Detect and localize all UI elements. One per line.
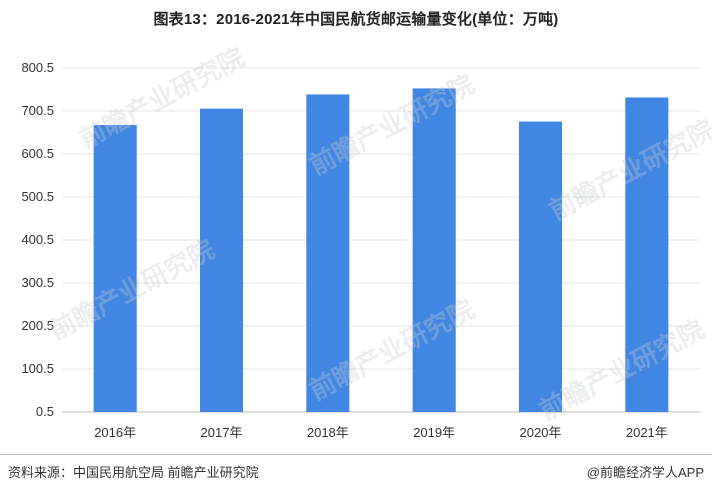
chart-title: 图表13：2016-2021年中国民航货邮运输量变化(单位：万吨) (153, 11, 559, 28)
x-tick-label: 2018年 (307, 425, 349, 440)
x-tick-label: 2021年 (626, 425, 668, 440)
y-tick-label: 700.5 (21, 103, 54, 118)
bar (518, 121, 563, 412)
x-tick-label: 2016年 (94, 425, 136, 440)
x-tick-label: 2019年 (413, 425, 455, 440)
bar (306, 94, 350, 412)
y-tick-label: 0.5 (36, 404, 54, 419)
bar (412, 88, 456, 413)
x-axis-ticks: 2016年 2017年 2018年 2019年 2020年 2021年 (94, 425, 668, 440)
brand-label: @前瞻经济学人APP (586, 465, 704, 480)
y-tick-label: 200.5 (21, 318, 54, 333)
source-note: 资料来源：中国民用航空局 前瞻产业研究院 (8, 465, 259, 480)
bars (93, 88, 669, 413)
footer-divider (0, 454, 712, 455)
bar (625, 97, 669, 412)
bar (93, 124, 137, 412)
footer: 资料来源：中国民用航空局 前瞻产业研究院 @前瞻经济学人APP (0, 454, 712, 490)
x-tick-label: 2017年 (201, 425, 243, 440)
y-tick-label: 100.5 (21, 361, 54, 376)
y-axis-ticks: 0.5 100.5 200.5 300.5 400.5 500.5 600.5 700.5 80… (21, 60, 54, 419)
y-tick-label: 500.5 (21, 189, 54, 204)
bar-chart: 0.5 100.5 200.5 300.5 400.5 500.5 600.5 700.5 80… (21, 60, 700, 440)
grid-lines (62, 67, 700, 413)
y-tick-label: 800.5 (21, 60, 54, 75)
y-tick-label: 300.5 (21, 275, 54, 290)
y-tick-label: 400.5 (21, 232, 54, 247)
y-tick-label: 600.5 (21, 146, 54, 161)
x-tick-label: 2020年 (520, 425, 562, 440)
bar (199, 108, 244, 412)
